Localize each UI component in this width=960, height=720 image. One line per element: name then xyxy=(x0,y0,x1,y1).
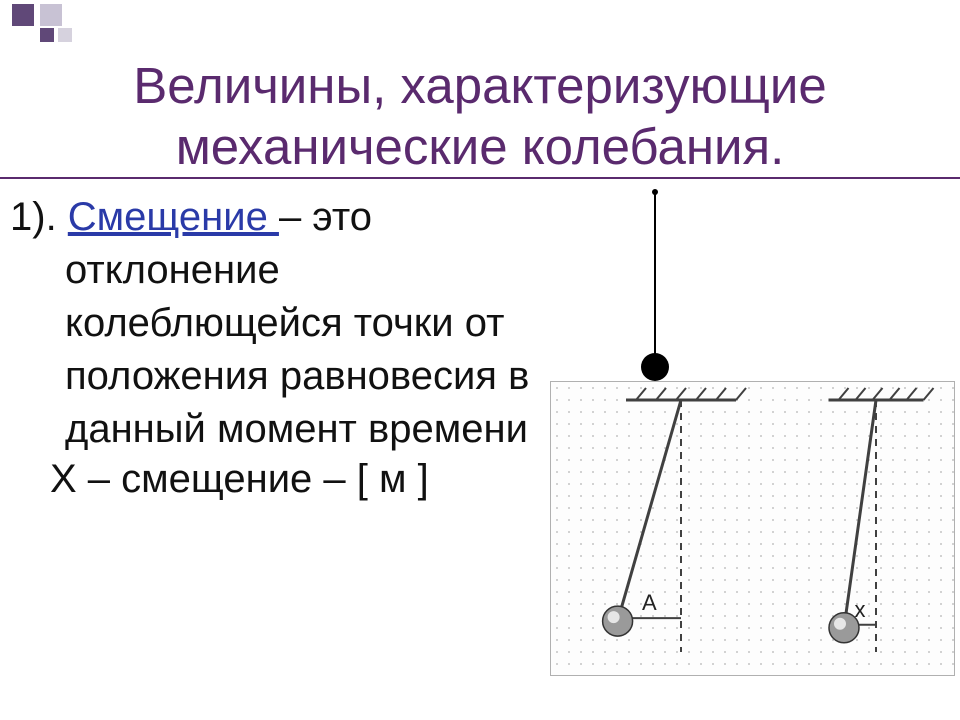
deco-square xyxy=(12,4,34,26)
svg-text:A: A xyxy=(642,590,657,615)
definition-line-1: 1). Смещение – это xyxy=(10,191,540,244)
slide-title: Величины, характеризующие механические к… xyxy=(30,55,930,177)
pendulum-pair-svg: Ax xyxy=(551,382,954,675)
term-displacement: Смещение xyxy=(68,195,279,239)
definition-column: 1). Смещение – это отклонение колеблющей… xyxy=(0,191,540,671)
definition-rest: отклонение колеблющейся точки от положен… xyxy=(10,244,540,455)
title-block: Величины, характеризующие механические к… xyxy=(0,0,960,179)
item-number: 1). xyxy=(10,195,68,239)
definition-head: это xyxy=(312,195,372,239)
formula-line: X – смещение – [ м ] xyxy=(10,457,540,502)
pendulum-diagram-panel: Ax xyxy=(550,381,955,676)
dash: – xyxy=(279,195,312,239)
corner-decoration xyxy=(0,0,120,45)
deco-square xyxy=(40,4,62,26)
content-area: 1). Смещение – это отклонение колеблющей… xyxy=(0,179,960,671)
deco-square xyxy=(58,28,72,42)
pendulum-simple xyxy=(625,186,685,399)
figure-column: Ax xyxy=(540,191,950,671)
deco-square xyxy=(40,28,54,42)
